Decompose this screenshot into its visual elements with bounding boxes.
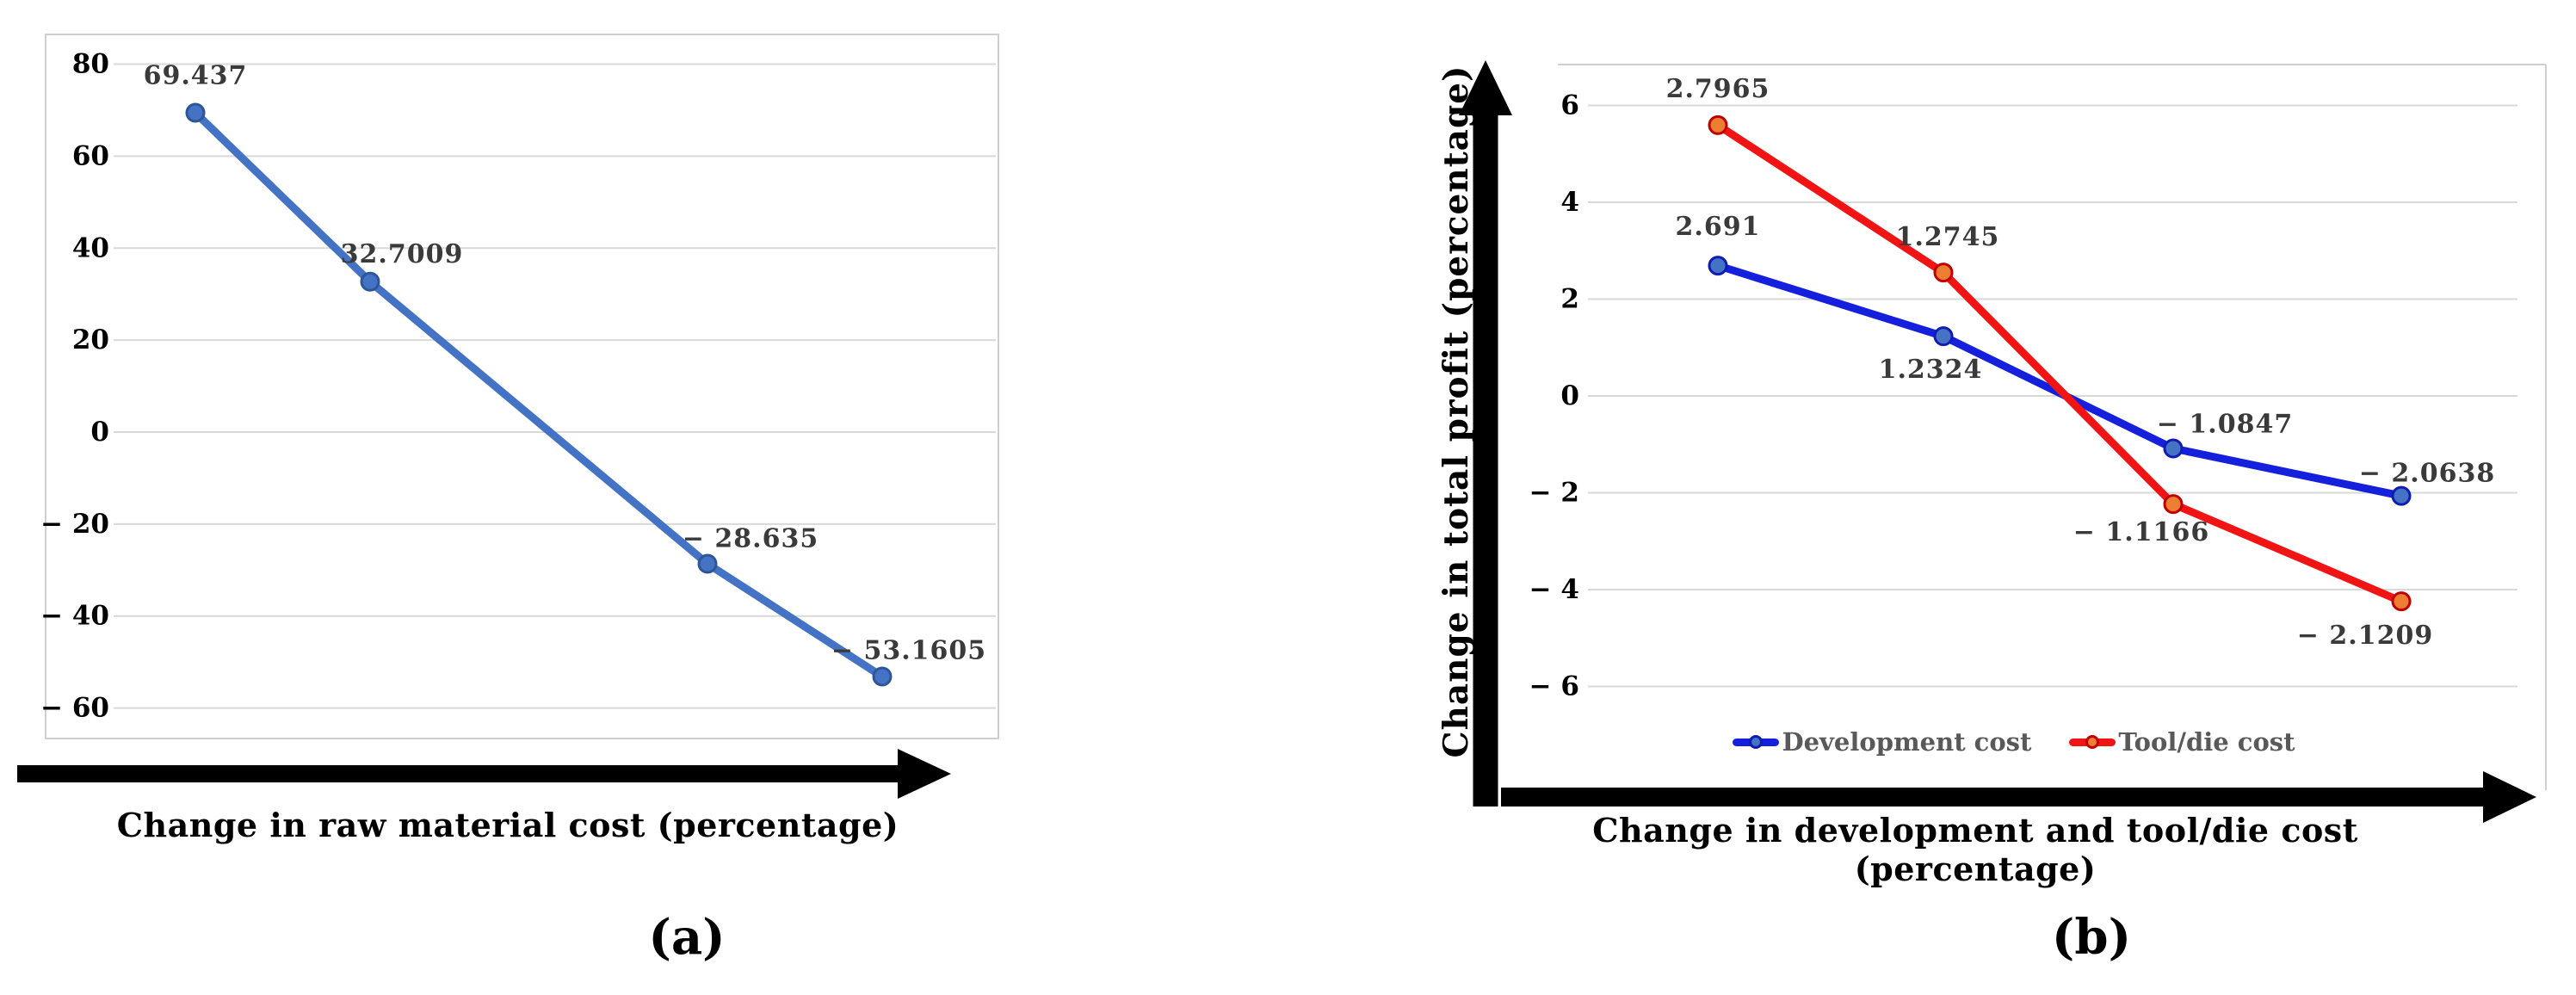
data-label: 2.7965 <box>1666 74 1770 104</box>
chart-b-x-axis-title: Change in development and tool/die cost … <box>1592 811 2358 888</box>
chart-b-y-axis-title: Change in total profit (percentage) <box>1436 65 1476 758</box>
data-point-marker <box>1708 114 1728 135</box>
data-label: − 28.635 <box>683 523 819 553</box>
y-axis-arrow-head-icon <box>1459 60 1512 115</box>
x-axis-arrow-shaft <box>17 765 898 782</box>
series-line-Tool/die cost <box>1714 121 2406 606</box>
legend-item-tool-die-cost: Tool/die cost <box>2069 727 2295 757</box>
chart-b: 6 4 2 0 − 2 − 4 − 6 2.691 1.2324 − 1.0847 − 2.0638… <box>1459 60 2547 823</box>
legend-label: Development cost <box>1782 727 2032 757</box>
data-label: − 2.1209 <box>2297 621 2433 651</box>
data-point-marker <box>2163 438 2184 459</box>
data-point-marker <box>2163 494 2184 515</box>
data-label: 1.2324 <box>1879 355 1983 385</box>
data-label: 1.2745 <box>1896 222 2000 252</box>
legend-marker-dot-icon <box>1749 735 1764 749</box>
y-tick-label: 60 <box>72 140 109 171</box>
data-label: − 1.0847 <box>2157 410 2293 440</box>
data-label: 69.437 <box>144 60 248 90</box>
legend-marker-dot-icon <box>2085 735 2100 749</box>
y-tick-label: − 60 <box>40 693 109 724</box>
y-tick-label: − 40 <box>40 601 109 632</box>
y-tick-label: 4 <box>1560 187 1579 218</box>
y-tick-label: − 4 <box>1529 574 1579 605</box>
y-tick-label: 40 <box>72 232 109 263</box>
y-tick-label: − 2 <box>1529 478 1579 509</box>
y-tick-label: − 6 <box>1529 671 1579 702</box>
x-axis-arrow-shaft <box>1501 788 2483 807</box>
y-tick-label: 2 <box>1560 284 1579 315</box>
series-line-series-0 <box>191 108 886 681</box>
x-axis-arrow-head-icon <box>2483 771 2536 823</box>
y-tick-label: 20 <box>72 324 109 355</box>
y-tick-label: − 20 <box>40 509 109 540</box>
data-point-marker <box>185 102 206 123</box>
data-label: 2.691 <box>1676 212 1761 242</box>
legend-line-marker-icon <box>2069 735 2116 749</box>
data-point-marker <box>2391 591 2412 612</box>
series-line-Development cost <box>1714 262 2406 500</box>
y-tick-label: 6 <box>1560 90 1579 121</box>
legend-line-marker-icon <box>1733 735 1780 749</box>
y-tick-label: 80 <box>72 49 109 80</box>
data-point-marker <box>697 553 718 574</box>
y-axis-arrow-shaft <box>1473 110 1498 807</box>
caption-b: (b) <box>2051 909 2132 966</box>
legend-item-development-cost: Development cost <box>1733 727 2031 757</box>
legend-label: Tool/die cost <box>2118 727 2295 757</box>
data-label: − 1.1166 <box>2073 517 2209 547</box>
chart-a: 80 60 40 20 0 − 20 − 40 − 60 69.437 32.7009 − 28.6… <box>17 34 999 799</box>
data-label: − 53.1605 <box>831 636 986 666</box>
data-label: − 2.0638 <box>2359 459 2495 489</box>
x-axis-arrow-head-icon <box>898 749 951 799</box>
chart-a-x-axis-title: Change in raw material cost (percentage) <box>116 806 899 844</box>
data-point-marker <box>1708 256 1728 276</box>
y-tick-label: 0 <box>90 417 109 448</box>
data-point-marker <box>872 666 893 687</box>
chart-b-legend: Development cost Tool/die cost <box>1708 727 2320 757</box>
plot-border <box>45 34 999 739</box>
caption-a: (a) <box>648 909 726 966</box>
data-point-marker <box>360 271 380 292</box>
data-point-marker <box>2391 485 2412 506</box>
data-point-marker <box>1933 326 1954 347</box>
data-label: 32.7009 <box>341 239 464 269</box>
y-tick-label: 0 <box>1560 380 1579 411</box>
data-point-marker <box>1933 263 1954 283</box>
